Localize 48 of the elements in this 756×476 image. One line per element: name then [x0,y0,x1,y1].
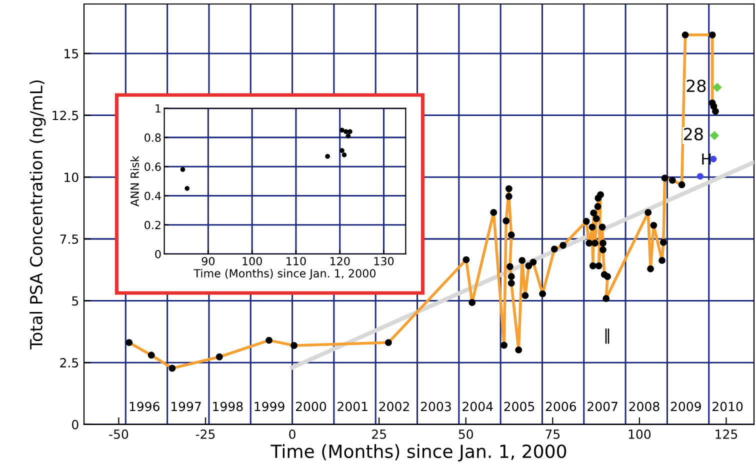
y-tick-label: 0.6 [144,162,161,171]
annotation: 1997 [171,402,201,412]
x-tick-label: 100 [628,429,651,439]
annotation: 2010 [712,402,743,412]
annotation: 28 [684,128,703,140]
x-axis-title: Time (Months) since Jan. 1, 2000 [270,444,566,462]
y-axis-title: Total PSA Concentration (ng/mL) [30,80,46,350]
x-tick-label: 125 [716,429,738,439]
annotation: 28 [686,80,706,92]
x-axis-title: Time (Months) since Jan. 1, 2000 [194,268,376,280]
annotation: 2003 [420,402,451,412]
y-tick-label: 0.2 [144,220,160,230]
x-tick-label: 0 [289,429,296,439]
x-tick-label: 25 [372,429,386,439]
annotation: 2009 [670,402,701,412]
y-tick-label: 2.5 [60,358,78,368]
x-tick-label: 75 [546,430,560,439]
x-tick-label: 90 [202,256,215,266]
annotation: 1999 [254,402,284,412]
y-tick-label: 0.8 [144,133,161,142]
annotation: 1998 [213,402,243,412]
annotation: 2005 [504,402,534,412]
annotation: 2004 [462,402,493,412]
y-tick-label: 5 [72,296,78,306]
annotation: 2002 [379,402,409,412]
annotation: 2000 [296,402,326,412]
y-tick-label: 0 [72,420,78,430]
x-tick-label: 120 [330,256,350,266]
annotation: 2008 [629,402,660,412]
y-tick-label: 12.5 [52,110,78,120]
x-tick-label: 130 [374,256,394,266]
y-tick-label: 0.4 [144,192,161,200]
annotation: 2006 [546,402,576,412]
x-tick-label: -25 [196,429,215,439]
x-tick-label: 100 [242,256,262,266]
annotation: ‖ [605,328,610,344]
y-axis-title: ANN Risk [130,156,139,206]
annotation: 2001 [338,402,368,412]
annotation: 1996 [130,402,160,412]
x-tick-label: 50 [458,429,473,439]
y-tick-label: 1 [156,104,160,113]
y-tick-label: 7.5 [60,234,78,244]
y-tick-label: 0 [155,250,161,258]
x-tick-label: -50 [109,429,128,439]
x-tick-label: 110 [286,256,306,266]
y-tick-label: 10 [64,172,78,182]
y-tick-label: 15 [64,49,78,58]
annotation: 2007 [588,402,618,412]
